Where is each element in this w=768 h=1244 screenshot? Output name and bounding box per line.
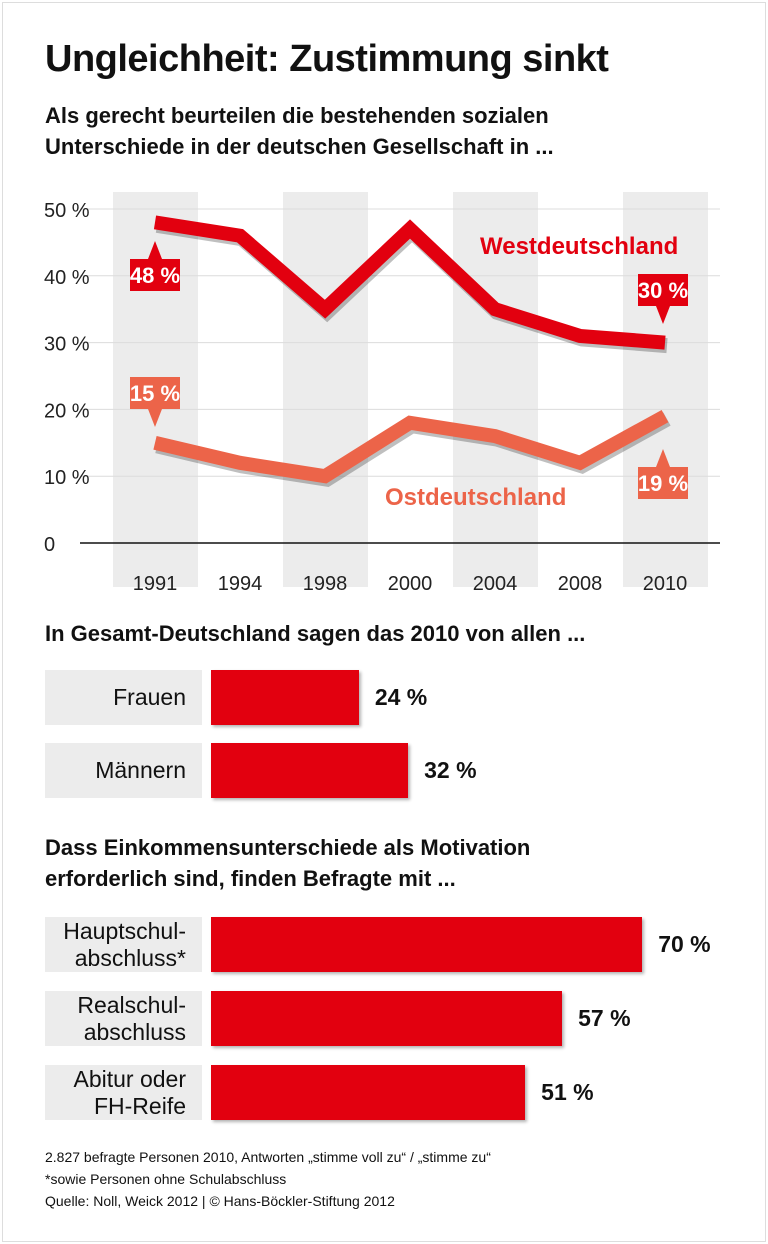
- y-tick-label: 10 %: [44, 467, 90, 489]
- label-west-last: 30 %: [638, 278, 688, 303]
- bar-value-label: 57 %: [578, 1004, 631, 1031]
- page-title: Ungleichheit: Zustimmung sinkt: [45, 38, 609, 80]
- line-chart-subtitle: Als gerecht beurteilen die bestehenden s…: [45, 103, 554, 159]
- label-west-last-box: [638, 274, 688, 306]
- x-tick-label: 2010: [643, 573, 688, 595]
- bar-value-label: 70 %: [658, 930, 711, 957]
- bar-value-label: 24 %: [374, 683, 428, 710]
- y-tick-label: 40 %: [44, 267, 90, 289]
- bar: [211, 743, 409, 798]
- bar-category-label: Frauen: [45, 670, 202, 725]
- bar-value-label: 51 %: [541, 1078, 594, 1105]
- bar-category-label: Hauptschul- abschluss*: [45, 917, 202, 972]
- gender-chart-subtitle: In Gesamt-Deutschland sagen das 2010 von…: [45, 621, 586, 646]
- bar: [211, 917, 643, 972]
- label-west-last-pointer: [656, 306, 670, 324]
- y-tick-label: 0: [44, 534, 55, 556]
- series-name-east: Ostdeutschland: [385, 484, 566, 511]
- bar-category-label: Realschul- abschluss: [45, 991, 202, 1046]
- label-west-first-pointer: [148, 241, 162, 259]
- y-tick-label: 20 %: [44, 400, 90, 422]
- series-name-west: Westdeutschland: [480, 233, 678, 260]
- y-tick-label: 50 %: [44, 200, 90, 222]
- band-1998: [283, 192, 368, 587]
- y-tick-label: 30 %: [44, 334, 90, 356]
- label-east-first-box: [130, 377, 180, 409]
- bar: [211, 1065, 526, 1120]
- band-2004: [453, 192, 538, 587]
- bar-value-label: 32 %: [424, 756, 477, 783]
- x-tick-label: 1991: [133, 573, 178, 595]
- x-tick-label: 2000: [388, 573, 433, 595]
- label-west-first-box: [130, 259, 180, 291]
- education-chart-subtitle: Dass Einkommensunterschiede als Motivati…: [45, 835, 531, 891]
- label-east-last-box: [638, 467, 688, 499]
- label-west-first: 48 %: [130, 263, 180, 288]
- label-east-last-pointer: [656, 449, 670, 467]
- bar-category-label: Abitur oder FH-Reife: [45, 1065, 202, 1120]
- x-tick-label: 2008: [558, 573, 603, 595]
- line-chart: 0 10 % 20 % 30 % 40 % 50 % 1991 1994 1998 2000 200…: [44, 192, 720, 595]
- x-tick-label: 2004: [473, 573, 518, 595]
- bar: [211, 670, 359, 725]
- x-tick-label: 1998: [303, 573, 348, 595]
- label-east-last: 19 %: [638, 471, 688, 496]
- bar-category-label: Männern: [45, 743, 202, 798]
- label-east-first: 15 %: [130, 381, 180, 406]
- x-tick-label: 1994: [218, 573, 263, 595]
- bar: [211, 991, 563, 1046]
- footer-notes: 2.827 befragte Personen 2010, Antworten …: [45, 1149, 491, 1209]
- band-2010: [623, 192, 708, 587]
- label-east-first-pointer: [148, 409, 162, 427]
